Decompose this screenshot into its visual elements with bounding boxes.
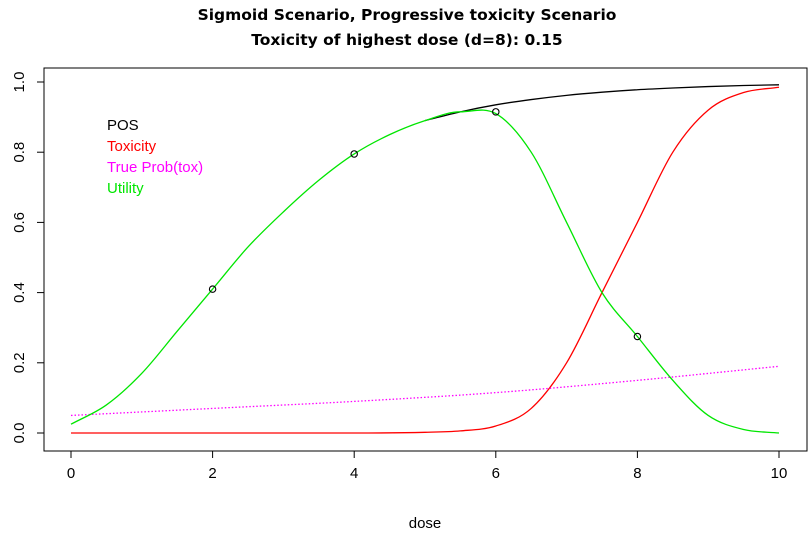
x-tick-label: 0	[67, 465, 75, 482]
legend-entry: POS	[107, 117, 139, 134]
legend-entry: Toxicity	[107, 138, 157, 155]
x-tick-label: 6	[492, 465, 500, 482]
y-tick-label: 0.4	[11, 282, 28, 303]
marker-layer	[208, 108, 642, 341]
x-tick-label: 8	[633, 465, 641, 482]
legend-entry: True Prob(tox)	[107, 159, 203, 176]
series-layer	[70, 84, 780, 434]
data-point-marker	[492, 108, 500, 116]
y-tick-label: 0.0	[11, 423, 28, 444]
data-point-marker	[350, 150, 358, 158]
x-tick-label: 10	[771, 465, 788, 482]
chart-subtitle: Toxicity of highest dose (d=8): 0.15	[251, 31, 562, 49]
series-line-utility	[70, 109, 780, 434]
x-axis-label: dose	[409, 515, 442, 532]
y-axis: 0.0 0.2 0.4 0.6 0.8 1.0	[11, 72, 45, 444]
y-tick-label: 0.8	[11, 142, 28, 163]
x-tick-label: 4	[350, 465, 358, 482]
chart-title: Sigmoid Scenario, Progressive toxicity S…	[198, 6, 617, 24]
y-tick-label: 0.6	[11, 212, 28, 233]
series-line-true-prob-tox	[70, 365, 780, 417]
series-line-toxicity	[70, 86, 780, 434]
x-axis: 0 2 4 6 8 10	[67, 450, 788, 482]
x-tick-label: 2	[208, 465, 216, 482]
y-tick-label: 1.0	[11, 72, 28, 93]
legend-entry: Utility	[107, 180, 144, 197]
legend: POS Toxicity True Prob(tox) Utility	[107, 117, 203, 197]
series-line-pos	[424, 84, 780, 122]
data-point-marker	[208, 285, 217, 293]
y-tick-label: 0.2	[11, 352, 28, 373]
data-point-marker	[633, 332, 642, 341]
